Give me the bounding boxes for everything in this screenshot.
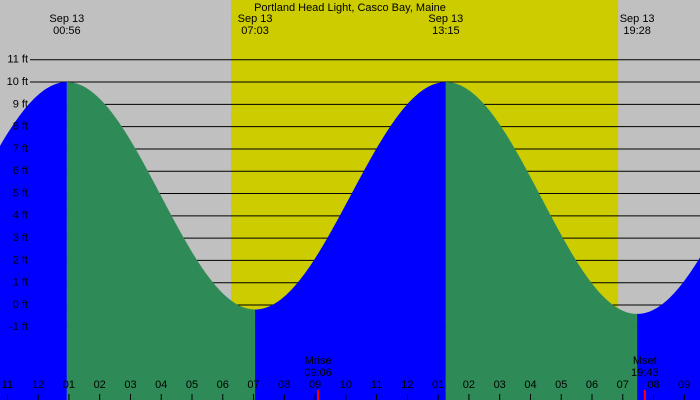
x-tick-label: 03 [124,379,136,391]
rising-tide [637,257,700,400]
x-tick-label: 01 [63,379,75,391]
moon-label: Mset [633,355,657,367]
y-tick-label: 9 ft [13,98,28,110]
y-tick-label: 6 ft [13,165,28,177]
y-tick-label: 4 ft [13,210,28,222]
x-tick-label: 11 [2,379,13,391]
x-tick-label: 12 [401,379,413,391]
x-tick-label: 12 [32,379,44,391]
x-tick-label: 06 [217,379,229,391]
x-tick-label: 09 [678,379,690,391]
x-tick-label: 03 [494,379,506,391]
y-tick-label: 11 ft [7,54,28,66]
x-tick-label: 11 [371,379,382,391]
y-tick-label: -1 ft [9,321,28,333]
extreme-date: Sep 13 [620,13,655,25]
x-tick-label: 04 [155,379,167,391]
rising-tide [0,82,67,400]
extreme-date: Sep 13 [49,13,84,25]
extreme-date: Sep 13 [238,13,273,25]
extreme-time: 00:56 [53,25,81,37]
x-tick-label: 02 [94,379,106,391]
y-tick-label: 8 ft [13,121,28,133]
x-tick-label: 08 [278,379,290,391]
x-tick-label: 07 [247,379,259,391]
x-tick-label: 07 [617,379,629,391]
x-tick-label: 05 [186,379,198,391]
x-tick-label: 02 [463,379,475,391]
y-tick-label: 5 ft [13,187,28,199]
y-tick-label: 3 ft [13,232,28,244]
y-tick-label: 2 ft [13,254,28,266]
y-tick-label: 10 ft [7,76,28,88]
x-tick-label: 04 [524,379,536,391]
y-tick-label: 1 ft [13,277,28,289]
chart-title: Portland Head Light, Casco Bay, Maine [254,2,446,14]
y-tick-label: 0 ft [13,299,28,311]
extreme-time: 19:28 [623,25,651,37]
extreme-time: 13:15 [432,25,460,37]
moon-time: 19:43 [631,367,659,379]
x-tick-label: 05 [555,379,567,391]
falling-tide [445,82,638,400]
falling-tide [66,82,256,400]
x-tick-label: 08 [647,379,659,391]
x-tick-label: 09 [309,379,321,391]
extreme-date: Sep 13 [428,13,463,25]
x-tick-label: 06 [586,379,598,391]
rising-tide [255,82,446,400]
y-tick-label: 7 ft [13,143,28,155]
x-tick-label: 10 [340,379,352,391]
extreme-time: 07:03 [241,25,269,37]
x-tick-label: 01 [432,379,444,391]
moon-time: 09:06 [304,367,332,379]
moon-label: Mrise [305,355,332,367]
